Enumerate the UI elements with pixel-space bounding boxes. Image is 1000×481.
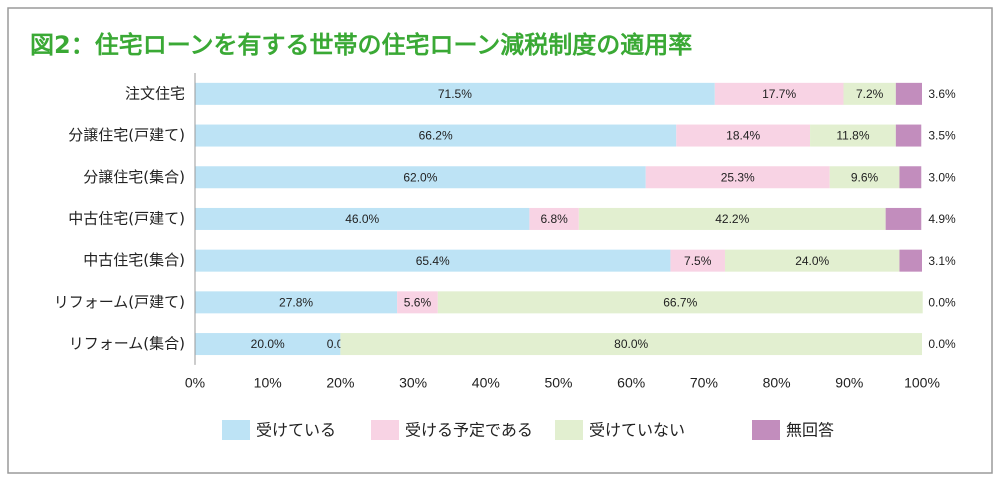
bar-segment	[899, 166, 922, 189]
category-label: 注文住宅	[125, 84, 185, 102]
bar-segment	[437, 291, 923, 314]
legend-label: 無回答	[786, 421, 834, 440]
value-label: 3.6%	[928, 87, 956, 101]
legend-swatch	[555, 420, 583, 440]
category-label: 分譲住宅(戸建て)	[68, 126, 185, 144]
bar-segment	[529, 207, 579, 230]
x-tick-label: 10%	[254, 375, 282, 391]
value-label: 6.8%	[540, 212, 568, 226]
bar-segment	[899, 249, 922, 272]
bar-segment	[810, 124, 896, 147]
value-label: 27.8%	[279, 296, 313, 310]
value-label: 42.2%	[715, 212, 749, 226]
value-label: 3.5%	[928, 129, 956, 143]
x-tick-label: 40%	[472, 375, 500, 391]
category-label: リフォーム(集合)	[69, 335, 185, 353]
value-label: 3.1%	[928, 254, 956, 268]
value-label: 25.3%	[721, 170, 755, 184]
x-tick-label: 90%	[835, 375, 863, 391]
bar-segment	[195, 333, 341, 356]
category-label: リフォーム(戸建て)	[54, 293, 185, 311]
value-label: 62.0%	[403, 170, 437, 184]
bar-segment	[885, 207, 922, 230]
x-tick-label: 70%	[690, 375, 718, 391]
bar-segment	[670, 249, 725, 272]
bar-segment	[195, 249, 671, 272]
bar-segment	[578, 207, 886, 230]
value-label: 17.7%	[762, 87, 796, 101]
bar-segment	[195, 124, 677, 147]
value-label: 20.0%	[251, 337, 285, 351]
value-label: 4.9%	[928, 212, 956, 226]
value-label: 65.4%	[416, 254, 450, 268]
category-label: 中古住宅(戸建て)	[68, 209, 185, 227]
value-label: 3.0%	[928, 170, 956, 184]
value-label: 5.6%	[404, 296, 432, 310]
value-label: 66.2%	[419, 129, 453, 143]
chart-title: 図2：住宅ローンを有する世帯の住宅ローン減税制度の適用率	[30, 31, 692, 59]
bar-segment	[645, 166, 830, 189]
bar-segment	[676, 124, 811, 147]
value-label: 18.4%	[726, 129, 760, 143]
value-label: 9.6%	[851, 170, 879, 184]
x-tick-label: 20%	[326, 375, 354, 391]
value-label: 71.5%	[438, 87, 472, 101]
x-tick-label: 60%	[617, 375, 645, 391]
bar-segment	[895, 124, 922, 147]
bar-segment	[195, 207, 530, 230]
bar-segment	[340, 333, 922, 356]
value-label: 24.0%	[795, 254, 829, 268]
category-label: 分譲住宅(集合)	[83, 168, 185, 186]
value-label: 7.5%	[684, 254, 712, 268]
bar-segment	[195, 166, 646, 189]
value-label: 80.0%	[614, 337, 648, 351]
value-label: 66.7%	[663, 296, 697, 310]
value-label: 0.0%	[928, 296, 956, 310]
legend-label: 受けていない	[589, 421, 685, 440]
bar-segment	[195, 291, 398, 314]
bar-segment	[895, 82, 922, 105]
value-label: 0.0%	[928, 337, 956, 351]
value-label: 46.0%	[345, 212, 379, 226]
legend-label: 受ける予定である	[405, 421, 533, 440]
category-label: 中古住宅(集合)	[83, 251, 185, 269]
value-label: 11.8%	[836, 129, 869, 143]
x-tick-label: 50%	[544, 375, 572, 391]
bar-segment	[397, 291, 438, 314]
bar-segment	[714, 82, 844, 105]
x-tick-label: 0%	[185, 375, 205, 391]
legend-swatch	[371, 420, 399, 440]
legend-label: 受けている	[256, 421, 336, 440]
value-label: 7.2%	[856, 87, 884, 101]
x-tick-label: 30%	[399, 375, 427, 391]
x-tick-label: 80%	[763, 375, 791, 391]
x-tick-label: 100%	[904, 375, 940, 391]
legend-swatch	[752, 420, 780, 440]
bar-segment	[724, 249, 900, 272]
legend-swatch	[222, 420, 250, 440]
bar-segment	[829, 166, 900, 189]
bar-segment	[843, 82, 896, 105]
frame	[7, 7, 993, 474]
bar-segment	[195, 82, 715, 105]
